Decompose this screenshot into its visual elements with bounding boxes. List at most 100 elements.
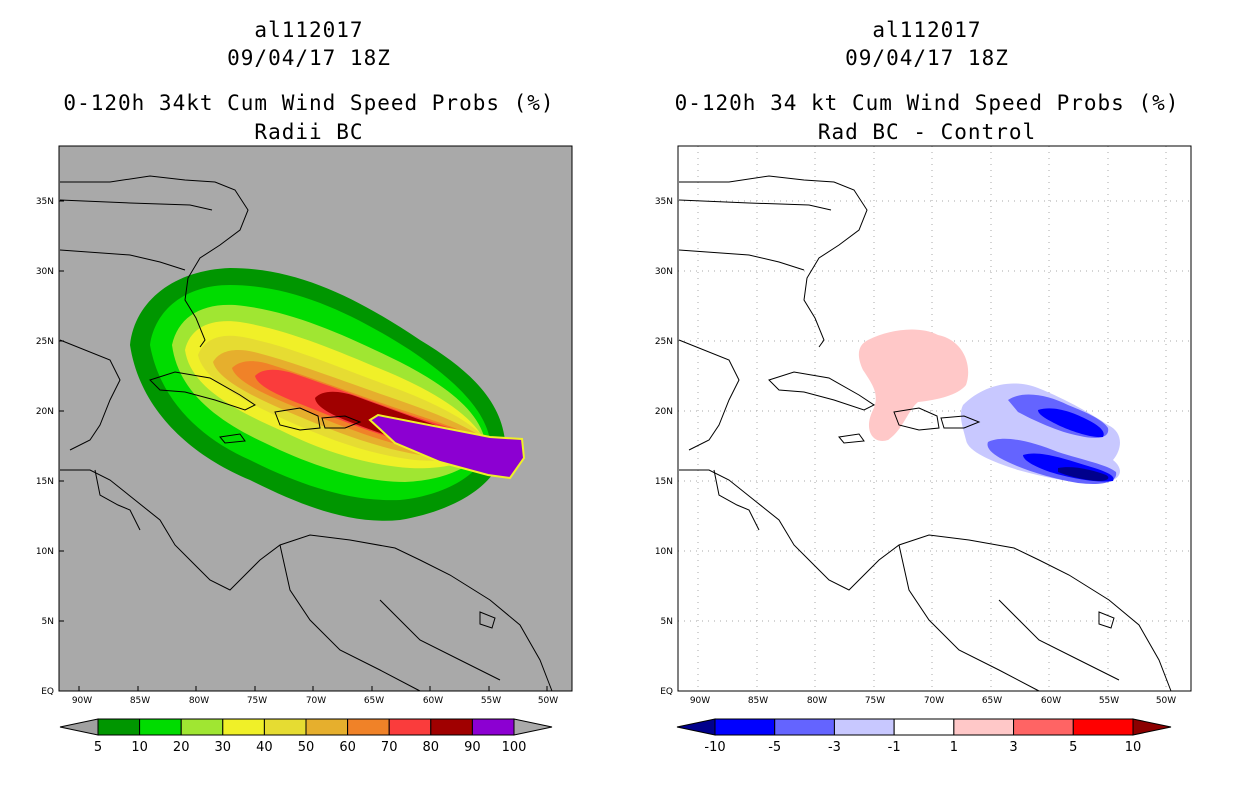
left-colorbar-swatch xyxy=(305,718,349,736)
left-colorbar-end-high xyxy=(513,718,553,736)
left-colorbar-swatch xyxy=(180,718,224,736)
left-colorbar-swatch xyxy=(97,718,141,736)
right-lon-labels: 90W 85W 80W 75W 70W 65W 60W 55W 50W xyxy=(690,696,1176,706)
left-colorbar-label: 80 xyxy=(423,740,440,755)
left-probability-bands xyxy=(130,268,526,521)
left-colorbar-swatch xyxy=(139,718,182,736)
right-colorbar-label: -3 xyxy=(828,740,841,755)
left-lat-labels: EQ 5N 10N 15N 20N 25N 30N 35N xyxy=(36,197,54,697)
lon-label: 70W xyxy=(924,696,944,706)
lon-label: 85W xyxy=(130,696,150,706)
left-colorbar-label: 10 xyxy=(131,740,148,755)
lat-label: 20N xyxy=(36,407,54,417)
left-panel: al112017 09/04/17 18Z 0-120h 34kt Cum Wi… xyxy=(36,18,573,755)
left-colorbar-swatch xyxy=(263,718,307,736)
right-colorbar-swatch xyxy=(1013,718,1074,736)
right-colorbar: -10 -5 -3 -1 1 3 5 10 xyxy=(676,718,1172,755)
lat-label: EQ xyxy=(660,687,673,697)
lat-label: 15N xyxy=(655,477,673,487)
left-colorbar-label: 100 xyxy=(502,740,527,755)
left-title: 0-120h 34kt Cum Wind Speed Probs (%) xyxy=(63,91,555,115)
left-colorbar-label: 90 xyxy=(464,740,481,755)
left-colorbar-swatch xyxy=(471,718,515,736)
lon-label: 60W xyxy=(423,696,443,706)
lon-label: 80W xyxy=(807,696,827,706)
lat-label: 10N xyxy=(655,547,673,557)
right-storm-id: al112017 xyxy=(872,18,982,42)
lat-label: EQ xyxy=(41,687,54,697)
lat-label: 25N xyxy=(36,337,54,347)
negative-region-dark-north xyxy=(1038,408,1104,438)
lat-label: 30N xyxy=(36,267,54,277)
lon-label: 80W xyxy=(189,696,209,706)
right-colorbar-end-low xyxy=(676,718,716,736)
left-colorbar-label: 70 xyxy=(381,740,398,755)
right-colorbar-end-high xyxy=(1132,718,1172,736)
right-colorbar-label: -5 xyxy=(768,740,781,755)
right-panel: al112017 09/04/17 18Z 0-120h 34 kt Cum W… xyxy=(618,0,1236,800)
left-colorbar-label: 60 xyxy=(339,740,356,755)
right-coastlines xyxy=(678,175,1172,692)
right-grid xyxy=(678,146,1191,691)
band-90-100 xyxy=(368,413,526,480)
right-difference-regions xyxy=(858,329,1120,484)
right-colorbar-label: 10 xyxy=(1125,740,1142,755)
left-colorbar-swatch xyxy=(347,718,390,736)
right-colorbar-swatch xyxy=(714,718,776,736)
left-colorbar-swatch xyxy=(388,718,432,736)
right-map-background xyxy=(678,146,1191,691)
lon-label: 85W xyxy=(748,696,768,706)
right-colorbar-label: -1 xyxy=(888,740,901,755)
negative-region-darkest xyxy=(1058,467,1109,481)
lon-label: 90W xyxy=(690,696,710,706)
right-colorbar-swatch xyxy=(893,718,955,736)
lon-label: 50W xyxy=(538,696,558,706)
lat-label: 25N xyxy=(655,337,673,347)
left-coastlines xyxy=(59,175,553,692)
right-map-frame xyxy=(677,145,1192,692)
left-subtitle: Radii BC xyxy=(254,120,364,144)
left-colorbar: 5 10 20 30 40 50 60 70 80 90 100 xyxy=(59,718,553,755)
lat-label: 35N xyxy=(655,197,673,207)
right-colorbar-label: -10 xyxy=(704,740,725,755)
right-title: 0-120h 34 kt Cum Wind Speed Probs (%) xyxy=(674,91,1180,115)
lat-label: 5N xyxy=(42,617,54,627)
left-colorbar-label: 50 xyxy=(298,740,315,755)
lon-label: 65W xyxy=(982,696,1002,706)
right-colorbar-label: 3 xyxy=(1009,740,1017,755)
right-colorbar-swatch xyxy=(774,718,835,736)
lon-label: 70W xyxy=(306,696,326,706)
lon-label: 65W xyxy=(364,696,384,706)
lon-label: 50W xyxy=(1156,696,1176,706)
left-colorbar-swatch xyxy=(222,718,265,736)
left-map-frame xyxy=(58,145,573,692)
right-colorbar-label: 1 xyxy=(950,740,958,755)
right-colorbar-label: 5 xyxy=(1069,740,1077,755)
lon-label: 55W xyxy=(1099,696,1119,706)
lon-label: 55W xyxy=(481,696,501,706)
left-colorbar-label: 40 xyxy=(256,740,273,755)
left-colorbar-end-low xyxy=(59,718,99,736)
lon-label: 90W xyxy=(72,696,92,706)
left-map: 90W 85W 80W 75W 70W 65W 60W 55W 50W EQ 5… xyxy=(36,145,573,755)
right-colorbar-swatch xyxy=(953,718,1015,736)
left-colorbar-label: 20 xyxy=(173,740,190,755)
right-colorbar-swatch xyxy=(833,718,895,736)
lat-label: 5N xyxy=(661,617,673,627)
right-datetime: 09/04/17 18Z xyxy=(845,46,1009,70)
left-lon-labels: 90W 85W 80W 75W 70W 65W 60W 55W 50W xyxy=(72,696,558,706)
lon-label: 75W xyxy=(865,696,885,706)
left-colorbar-label: 5 xyxy=(94,740,102,755)
right-subtitle: Rad BC - Control xyxy=(817,120,1037,144)
positive-region xyxy=(858,329,969,441)
lat-label: 30N xyxy=(655,267,673,277)
right-map: 90W 85W 80W 75W 70W 65W 60W 55W 50W EQ 5… xyxy=(655,145,1192,755)
left-datetime: 09/04/17 18Z xyxy=(227,46,391,70)
left-storm-id: al112017 xyxy=(254,18,364,42)
lat-label: 35N xyxy=(36,197,54,207)
lat-label: 20N xyxy=(655,407,673,417)
right-lat-labels: EQ 5N 10N 15N 20N 25N 30N 35N xyxy=(655,197,673,697)
left-colorbar-label: 30 xyxy=(215,740,232,755)
lon-label: 60W xyxy=(1041,696,1061,706)
left-colorbar-swatch xyxy=(430,718,473,736)
